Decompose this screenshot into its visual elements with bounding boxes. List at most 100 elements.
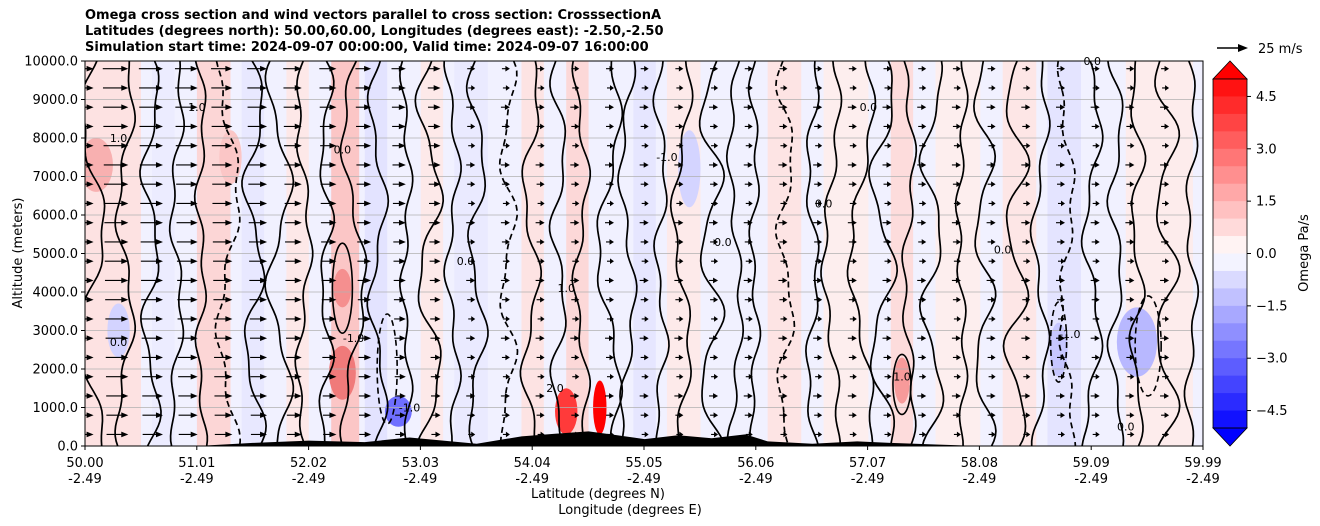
wind-vector-head [782, 162, 788, 168]
x-tick-label-lat: 53.03 [402, 456, 439, 471]
wind-vector-head [329, 277, 337, 284]
contour-line-28 [805, 61, 820, 446]
contour-line-14 [443, 61, 462, 446]
wind-vector-head [294, 393, 302, 399]
contour-label-10: 0.0 [457, 255, 475, 268]
wind-vector-head [190, 393, 198, 399]
wind-vector-head [1165, 316, 1170, 322]
wind-vector-head [886, 393, 892, 399]
wind-vector-head [818, 85, 823, 91]
wind-vector-head [679, 373, 684, 380]
wind-vector-head [225, 316, 233, 322]
wind-vector-head [399, 354, 406, 361]
wind-vector-head [1165, 431, 1170, 438]
colorbar-band-17 [1213, 375, 1247, 394]
wind-vector-head [364, 142, 372, 149]
wind-vector-head [747, 335, 753, 341]
colorbar-band-3 [1213, 131, 1247, 150]
contour-line-41 [1128, 61, 1147, 446]
wind-vector-head [991, 412, 996, 418]
x-tick-label-lat: 57.07 [849, 456, 886, 471]
wind-vector-head [121, 412, 129, 418]
wind-vector-head [364, 412, 372, 418]
wind-vector-head [990, 104, 996, 110]
wind-vector-head [294, 65, 302, 72]
wind-vector-head [922, 85, 927, 91]
wind-vector-head [1094, 277, 1100, 284]
contour-label-3: 1.0 [557, 282, 575, 295]
contour-line-37 [1029, 61, 1051, 446]
wind-vector-head [714, 142, 719, 149]
wind-vector-head [817, 123, 823, 130]
wind-vector-head [1164, 219, 1170, 226]
wind-vector-head [155, 162, 163, 168]
wind-vector-head [329, 296, 337, 303]
wind-vector-head [609, 123, 614, 130]
contour-line-5 [214, 61, 242, 446]
wind-vector-head [121, 65, 129, 72]
wind-vector-head [540, 296, 545, 303]
wind-vector-head [121, 296, 129, 303]
contour-line-4 [193, 61, 209, 446]
wind-vector-head [471, 431, 476, 438]
wind-vector-head [678, 219, 684, 226]
wind-vector-head [852, 85, 857, 91]
wind-vector-head [990, 219, 996, 226]
wind-vector-head [260, 162, 268, 168]
wind-vector-head [260, 239, 268, 245]
wind-vector-head [435, 412, 441, 418]
wind-vector-head [921, 354, 927, 361]
wind-vector-head [643, 219, 649, 226]
wind-vector-head [504, 277, 510, 284]
wind-vector-head [540, 65, 545, 72]
wind-vector-head [991, 354, 996, 361]
wind-vector-head [225, 258, 233, 264]
contour-line-2 [139, 61, 162, 446]
wind-vector-head [225, 219, 233, 226]
contour-label-15: -1.0 [656, 151, 677, 164]
wind-vector-head [505, 296, 510, 303]
wind-vector-head [539, 277, 545, 284]
wind-vector-head [399, 239, 406, 245]
wind-vector-head [747, 104, 753, 110]
wind-vector-head [398, 123, 406, 130]
wind-vector-head [818, 142, 823, 149]
wind-vector-head [748, 142, 753, 149]
wind-vector-head [574, 219, 580, 226]
wind-vector-head [644, 65, 649, 72]
colorbar-band-2 [1213, 113, 1247, 132]
wind-vector-head [1164, 104, 1170, 110]
wind-vector-head [1165, 85, 1170, 91]
wind-vector-head [86, 373, 94, 380]
wind-vector-head [747, 162, 753, 168]
wind-vector-head [504, 104, 510, 110]
contour-line-20 [596, 61, 624, 446]
wind-vector-head [294, 123, 302, 130]
contour-line-19 [571, 61, 592, 446]
wind-vector-head [818, 373, 823, 380]
wind-vector-head [782, 412, 788, 418]
wind-vector-head [225, 65, 233, 72]
wind-vector-head [1095, 142, 1100, 149]
wind-vector-head [190, 373, 198, 380]
wind-vector-head [435, 354, 441, 361]
wind-vector-head [1095, 412, 1100, 418]
wind-vector-head [817, 104, 823, 110]
wind-vector-head [1164, 412, 1170, 418]
contour-line-34 [954, 61, 969, 446]
colorbar-extend-top [1212, 60, 1248, 80]
wind-vector-head [190, 431, 198, 438]
wind-vector-head [505, 65, 510, 72]
wind-vector-head [609, 258, 614, 264]
wind-vector-head [364, 296, 372, 303]
wind-vector-head [818, 431, 823, 438]
wind-vector-head [782, 277, 788, 284]
wind-vector-head [575, 200, 580, 207]
wind-vector-head [852, 181, 857, 187]
wind-vector-head [748, 373, 753, 380]
wind-vector-head [260, 393, 268, 399]
wind-vector-head [434, 219, 441, 226]
wind-vector-head [921, 335, 927, 341]
x-tick-label-lat: 59.09 [1073, 456, 1110, 471]
